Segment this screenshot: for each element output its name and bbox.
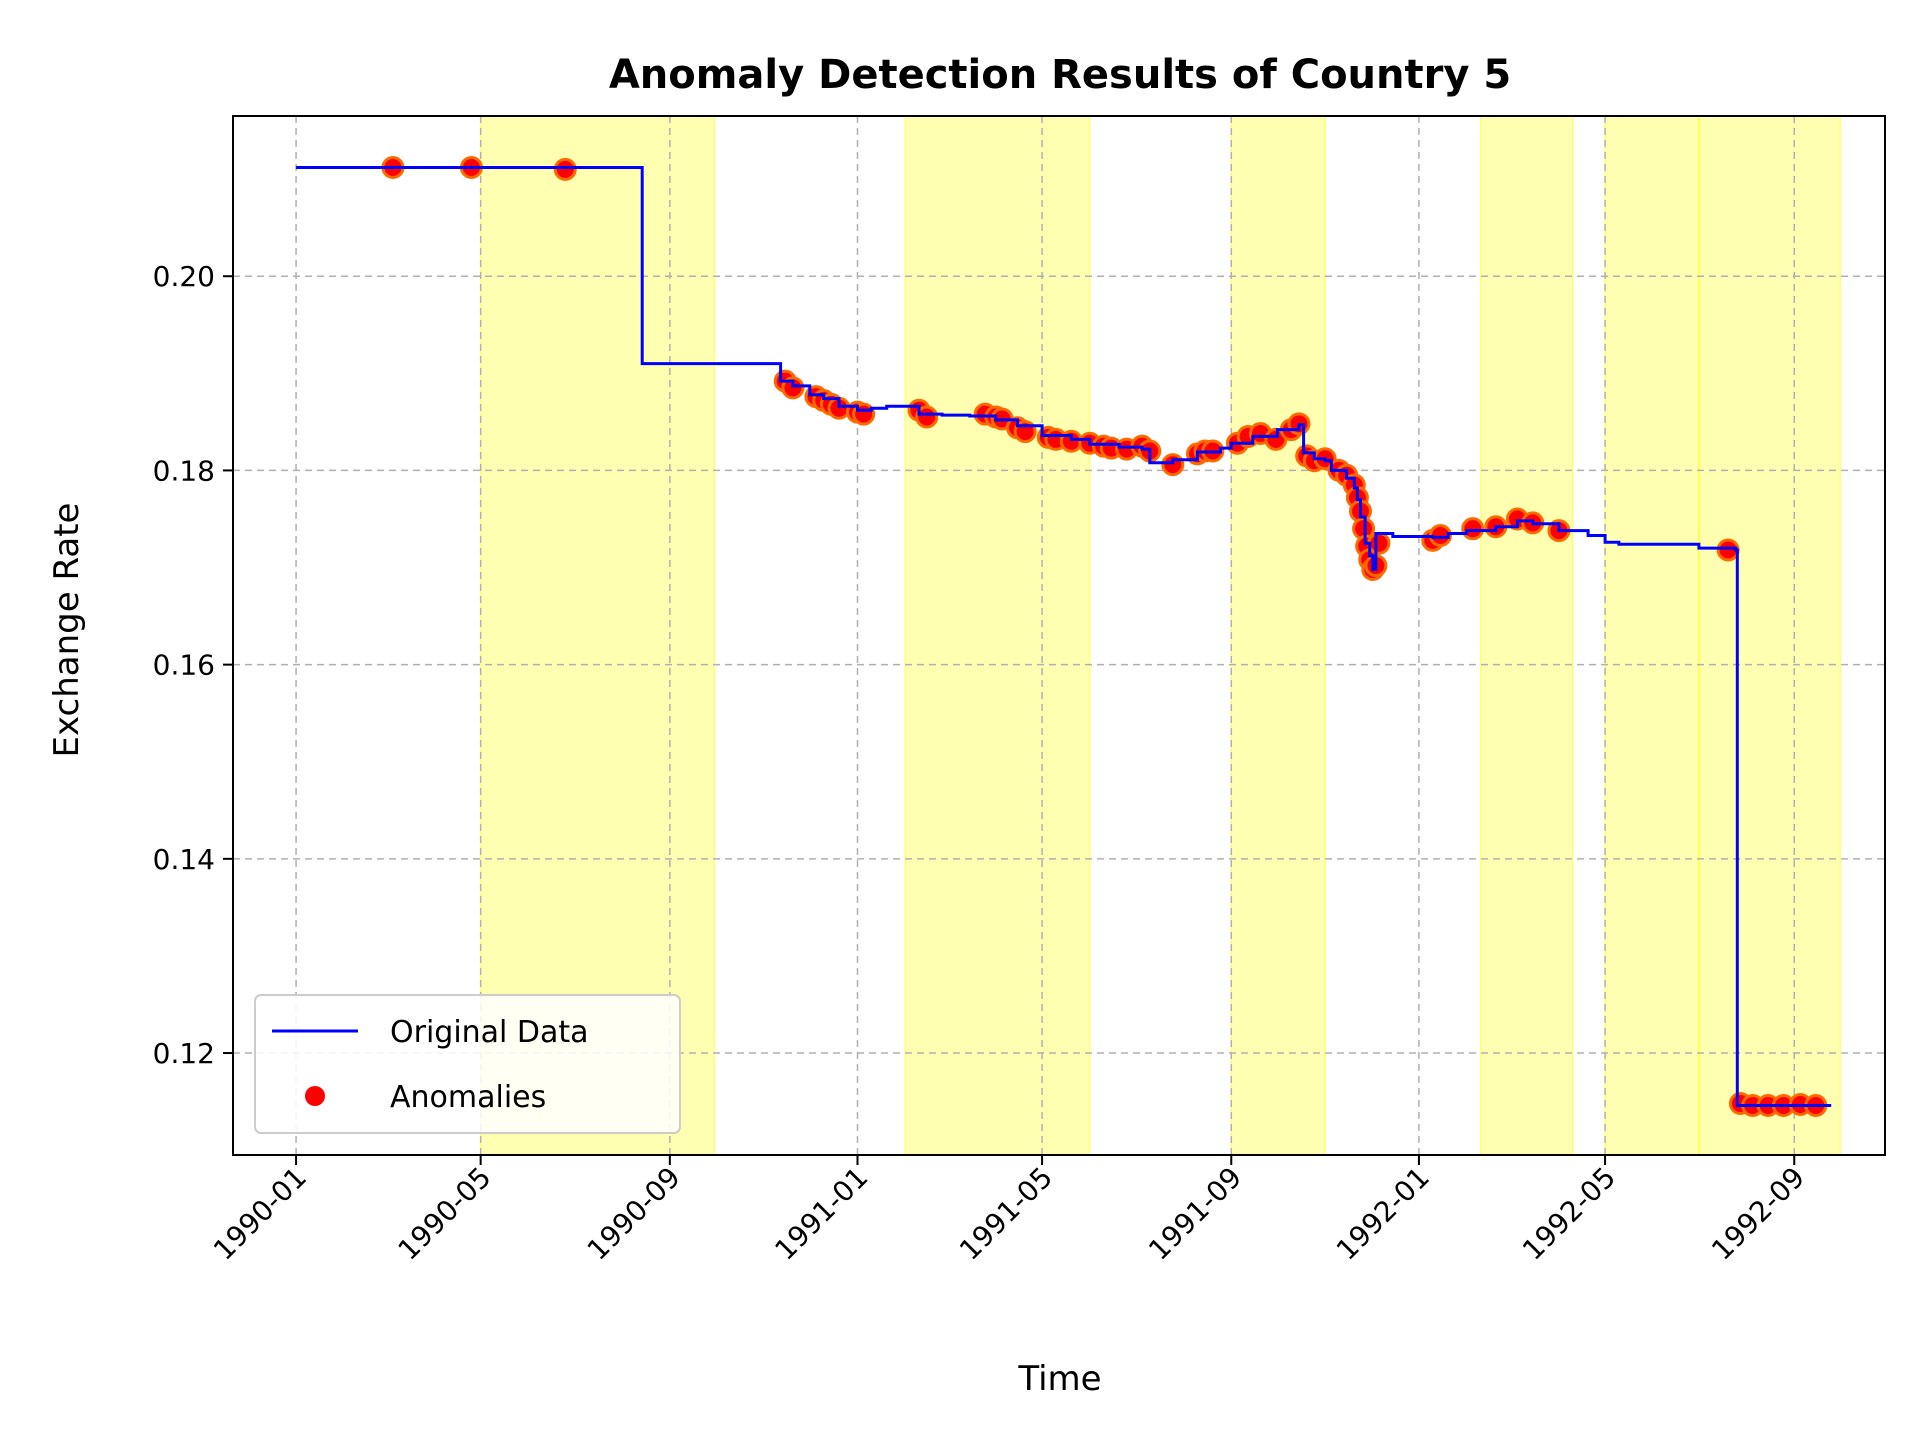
anomaly-point-2 — [553, 157, 577, 181]
legend-box — [254, 994, 681, 1134]
y-tick-label-2: 0.16 — [153, 649, 215, 682]
original-data-line — [296, 166, 1832, 1107]
shaded-region-1 — [904, 115, 1091, 1156]
shaded-regions — [479, 115, 1842, 1156]
shaded-region-3 — [1479, 115, 1574, 1156]
x-axis-label: Time — [1017, 1359, 1101, 1399]
plot-marks — [296, 155, 1832, 1117]
anomaly-point-50 — [1367, 531, 1391, 555]
plot-frame — [232, 115, 1886, 1156]
y-tick-label-0: 0.12 — [153, 1037, 215, 1070]
grid — [233, 116, 1885, 1155]
legend: Original Data Anomalies — [254, 994, 681, 1134]
anomaly-point-53 — [1461, 517, 1485, 541]
legend-label-original: Original Data — [390, 1015, 589, 1050]
shaded-region-2 — [1230, 115, 1326, 1156]
y-tick-label-4: 0.20 — [153, 260, 215, 293]
legend-label-anomalies: Anomalies — [390, 1080, 546, 1115]
chart-title: Anomaly Detection Results of Country 5 — [609, 52, 1511, 98]
anomaly-point-27 — [1161, 453, 1185, 477]
y-axis-label: Exchange Rate — [47, 503, 87, 758]
shaded-region-5 — [1698, 115, 1842, 1156]
legend-marker-swatch — [305, 1086, 325, 1106]
shaded-region-0 — [479, 115, 716, 1156]
y-tick-label-1: 0.14 — [153, 843, 215, 876]
anomaly-point-4 — [781, 376, 805, 400]
anomaly-point-12 — [915, 405, 939, 429]
shaded-region-4 — [1604, 115, 1700, 1156]
y-tick-label-3: 0.18 — [153, 454, 215, 487]
